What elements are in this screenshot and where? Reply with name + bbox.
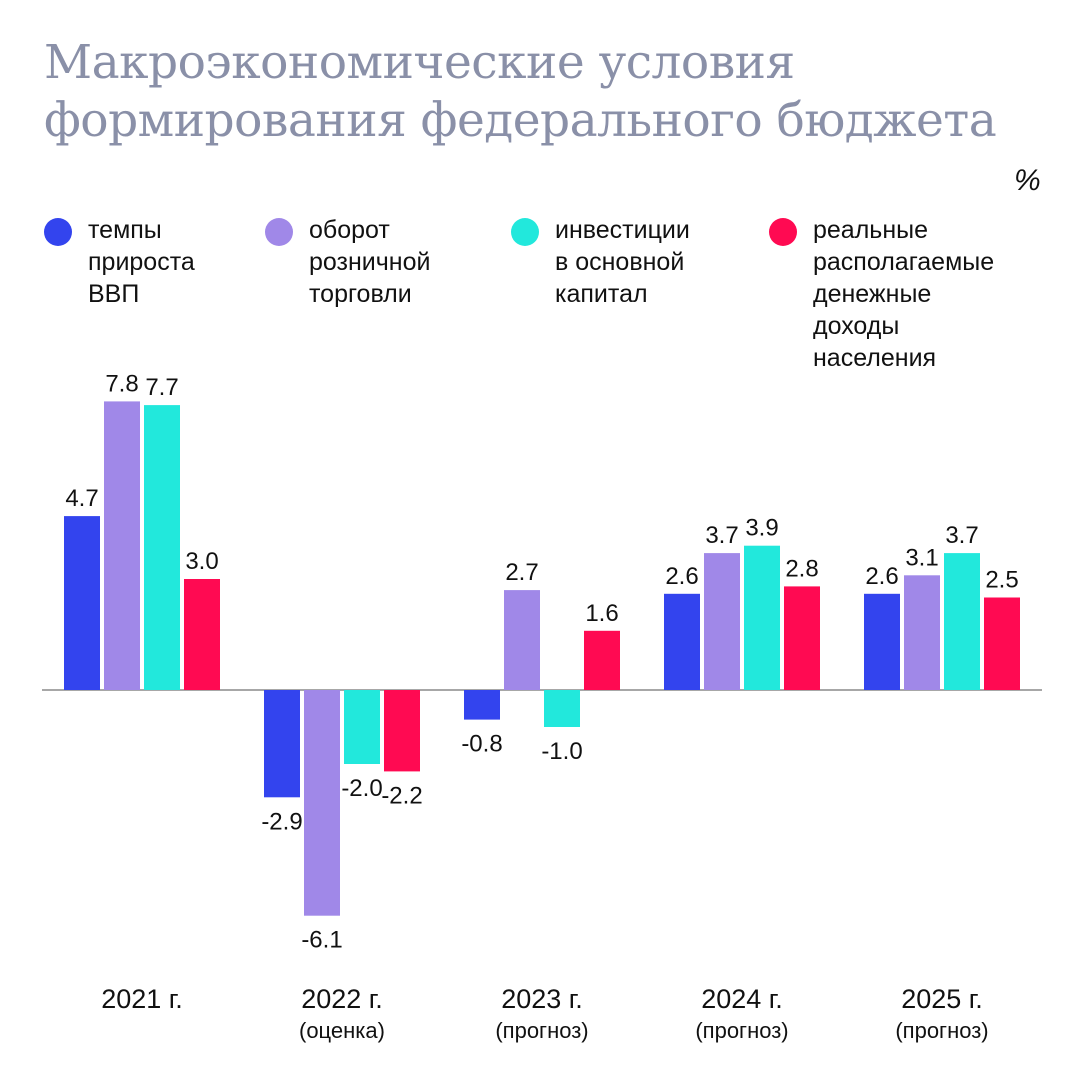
bar-retail-0 bbox=[104, 401, 140, 690]
data-label-income-1: -2.2 bbox=[381, 782, 422, 809]
legend-item-investment: инвестиции в основной капитал bbox=[511, 214, 690, 310]
bar-gdp-3 bbox=[664, 593, 700, 690]
data-label-income-4: 2.5 bbox=[985, 567, 1018, 594]
category-label-2025: 2025 г. (прогноз) bbox=[842, 982, 1042, 1046]
category-note: (прогноз) bbox=[895, 1018, 989, 1043]
data-label-retail-1: -6.1 bbox=[301, 927, 342, 954]
data-label-income-0: 3.0 bbox=[185, 548, 218, 575]
bar-investment-3 bbox=[744, 545, 780, 690]
bar-investment-0 bbox=[144, 405, 180, 690]
data-label-gdp-1: -2.9 bbox=[261, 808, 302, 835]
bar-gdp-4 bbox=[864, 593, 900, 690]
bar-gdp-1 bbox=[264, 690, 300, 798]
bar-retail-2 bbox=[504, 590, 540, 690]
category-label-2023: 2023 г. (прогноз) bbox=[442, 982, 642, 1046]
data-label-retail-4: 3.1 bbox=[905, 544, 938, 571]
category-label-2024: 2024 г. (прогноз) bbox=[642, 982, 842, 1046]
bar-retail-3 bbox=[704, 553, 740, 690]
unit-label: % bbox=[1014, 164, 1041, 197]
bar-gdp-2 bbox=[464, 690, 500, 720]
legend-swatch-retail bbox=[265, 218, 293, 246]
data-label-income-3: 2.8 bbox=[785, 555, 818, 582]
data-label-investment-3: 3.9 bbox=[745, 515, 778, 542]
bar-retail-1 bbox=[304, 690, 340, 916]
legend-swatch-investment bbox=[511, 218, 539, 246]
category-year: 2024 г. bbox=[701, 984, 783, 1014]
data-label-gdp-3: 2.6 bbox=[665, 563, 698, 590]
category-label-2022: 2022 г. (оценка) bbox=[242, 982, 442, 1046]
category-year: 2025 г. bbox=[901, 984, 983, 1014]
legend-swatch-income bbox=[769, 218, 797, 246]
data-label-retail-0: 7.8 bbox=[105, 370, 138, 397]
data-label-investment-0: 7.7 bbox=[145, 374, 178, 401]
category-note: (прогноз) bbox=[695, 1018, 789, 1043]
bar-income-0 bbox=[184, 579, 220, 690]
legend-label-income: реальные располагаемые денежные доходы н… bbox=[813, 216, 995, 372]
data-label-retail-2: 2.7 bbox=[505, 559, 538, 586]
category-note: (оценка) bbox=[299, 1018, 385, 1043]
category-year: 2021 г. bbox=[101, 984, 183, 1014]
data-label-investment-2: -1.0 bbox=[541, 738, 582, 765]
data-label-investment-4: 3.7 bbox=[945, 522, 978, 549]
data-label-gdp-0: 4.7 bbox=[65, 485, 98, 512]
bar-income-4 bbox=[984, 597, 1020, 690]
category-label-2021: 2021 г. bbox=[42, 982, 242, 1016]
legend-item-retail: оборот розничной торговли bbox=[265, 214, 430, 310]
category-year: 2022 г. bbox=[301, 984, 383, 1014]
bar-income-3 bbox=[784, 586, 820, 690]
category-year: 2023 г. bbox=[501, 984, 583, 1014]
legend-label-retail: оборот розничной торговли bbox=[309, 216, 431, 308]
bar-investment-4 bbox=[944, 553, 980, 690]
bar-investment-2 bbox=[544, 690, 580, 727]
bar-retail-4 bbox=[904, 575, 940, 690]
legend-label-investment: инвестиции в основной капитал bbox=[555, 216, 690, 308]
legend-item-income: реальные располагаемые денежные доходы н… bbox=[769, 214, 994, 374]
bar-income-2 bbox=[584, 630, 620, 690]
bar-investment-1 bbox=[344, 690, 380, 764]
data-label-investment-1: -2.0 bbox=[341, 775, 382, 802]
legend-item-gdp: темпы прироста ВВП bbox=[44, 214, 195, 310]
bar-gdp-0 bbox=[64, 516, 100, 690]
data-label-gdp-4: 2.6 bbox=[865, 563, 898, 590]
data-label-income-2: 1.6 bbox=[585, 600, 618, 627]
legend-swatch-gdp bbox=[44, 218, 72, 246]
data-label-retail-3: 3.7 bbox=[705, 522, 738, 549]
bar-income-1 bbox=[384, 690, 420, 772]
data-label-gdp-2: -0.8 bbox=[461, 731, 502, 758]
legend-label-gdp: темпы прироста ВВП bbox=[88, 216, 195, 308]
category-note: (прогноз) bbox=[495, 1018, 589, 1043]
chart-title: Макроэкономические условия формирования … bbox=[44, 35, 997, 148]
